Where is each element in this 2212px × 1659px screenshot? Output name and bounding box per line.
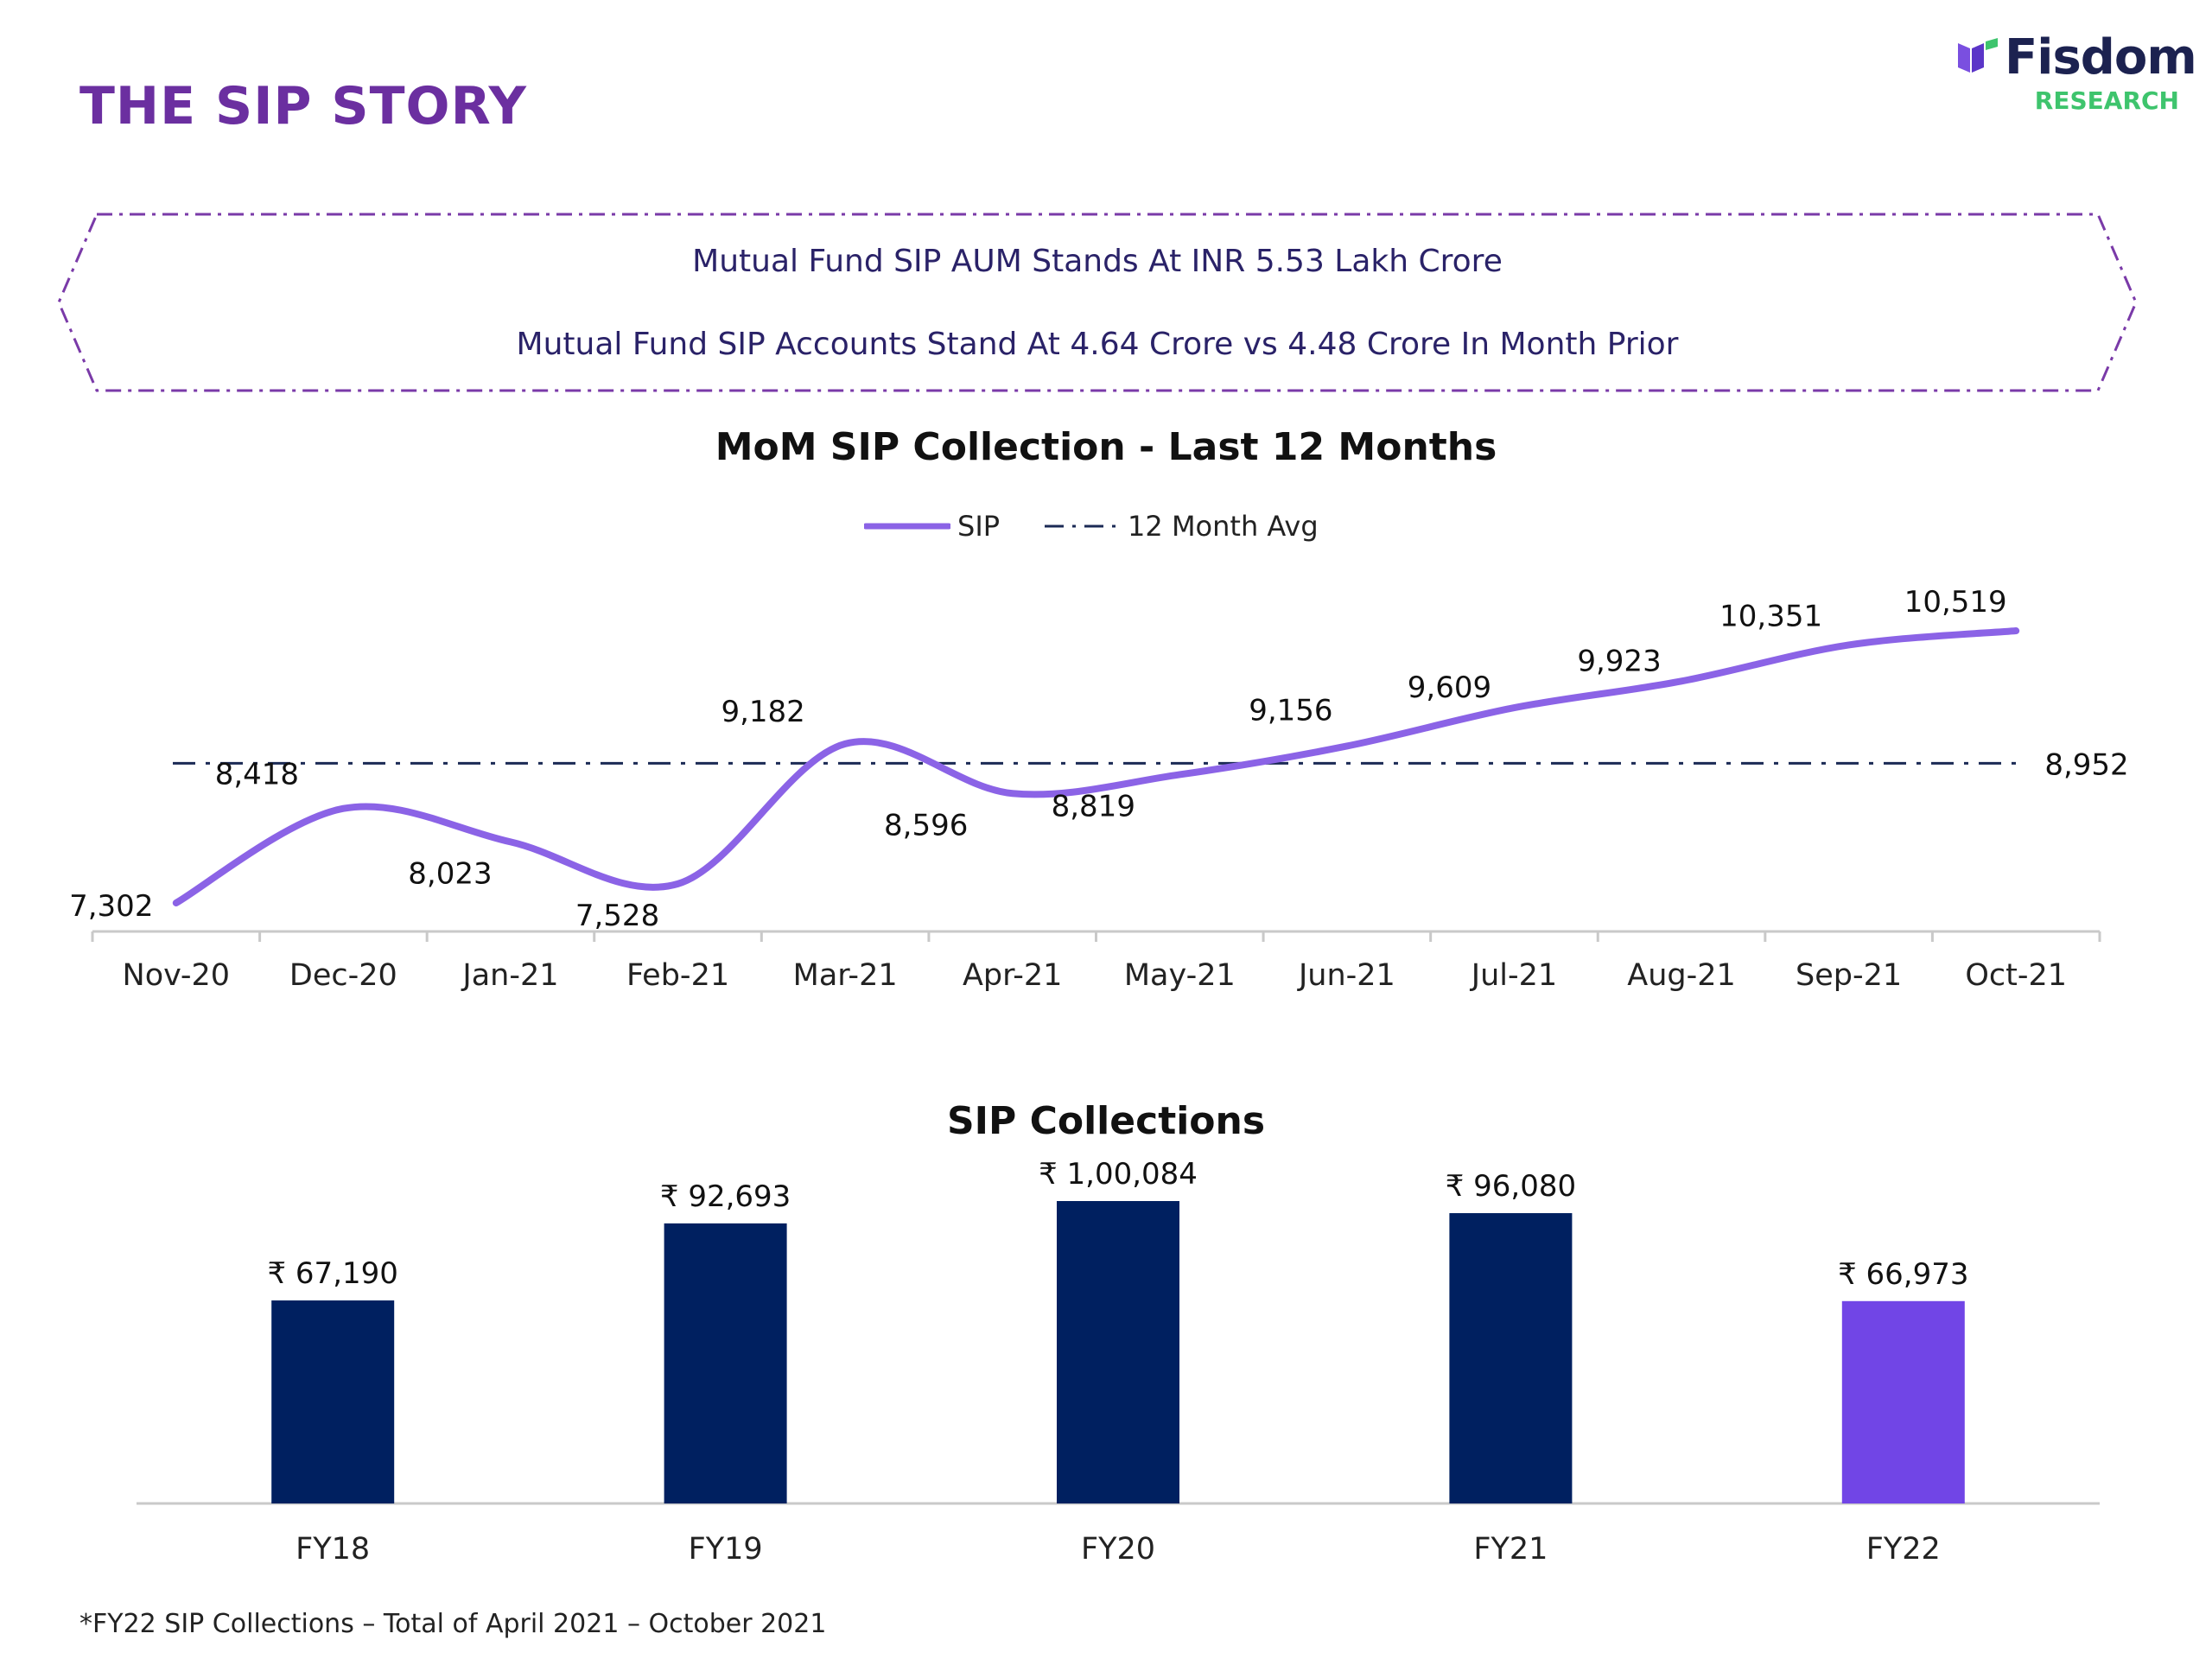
- line-chart-title: MoM SIP Collection - Last 12 Months: [715, 425, 1497, 469]
- x-tick-label: Jan-21: [461, 958, 558, 993]
- sip-data-label: 8,596: [884, 808, 968, 842]
- sip-point: [843, 741, 848, 746]
- bar-category-label: FY18: [296, 1532, 370, 1567]
- bar-fy22: [1841, 1300, 1965, 1503]
- bar-fy18: [271, 1300, 395, 1503]
- sip-data-label: 10,519: [1904, 585, 2007, 620]
- brand-subtitle: RESEARCH: [2034, 86, 2179, 115]
- sip-data-label: 8,819: [1052, 789, 1135, 823]
- brand-name: Fisdom: [2005, 29, 2197, 86]
- line-chart: Nov-20 Dec-20 Jan-21 Feb-21 Mar-21 Apr-21 May-…: [69, 585, 2129, 993]
- sip-point: [174, 901, 178, 905]
- bar-category-label: FY20: [1081, 1532, 1155, 1567]
- sip-point: [508, 840, 512, 844]
- legend-swatch-avg: [1045, 524, 1120, 528]
- bar-data-label: ₹ 66,973: [1838, 1257, 1968, 1292]
- x-tick-label: May-21: [1124, 958, 1236, 993]
- x-tick-label: Nov-20: [123, 958, 231, 993]
- bar-data-label: ₹ 96,080: [1446, 1169, 1576, 1204]
- bar-data-label: ₹ 92,693: [660, 1179, 791, 1214]
- x-tick-label: Jul-21: [1470, 958, 1557, 993]
- x-tick-label: Oct-21: [1965, 958, 2067, 993]
- sip-point: [1847, 643, 1851, 647]
- fisdom-logo: Fisdom RESEARCH: [1953, 26, 2197, 121]
- bar-category-label: FY21: [1473, 1532, 1548, 1567]
- legend-item-avg: 12 Month Avg: [1043, 510, 1319, 543]
- legend-swatch-sip: [864, 523, 950, 530]
- avg-label: 8,952: [2044, 747, 2128, 782]
- page-title: THE SIP STORY: [79, 76, 527, 137]
- line-chart-legend: SIP 12 Month Avg: [864, 505, 1362, 548]
- sip-data-label: 8,418: [215, 758, 299, 792]
- bar-category-label: FY22: [1866, 1532, 1941, 1567]
- sip-point: [1680, 679, 1684, 683]
- sip-point: [1512, 706, 1516, 710]
- sip-point: [1178, 772, 1182, 777]
- banner-accounts-text: Mutual Fund SIP Accounts Stand At 4.64 C…: [516, 327, 1679, 362]
- sip-point: [676, 881, 680, 886]
- legend-item-sip: SIP: [864, 510, 1000, 543]
- sip-data-label: 9,609: [1408, 671, 1491, 705]
- bar-category-label: FY19: [689, 1532, 763, 1567]
- bar-fy21: [1449, 1213, 1573, 1503]
- bar-chart: ₹ 67,190 FY18 ₹ 92,693 FY19 ₹ 1,00,084 FY20 ₹ …: [137, 1157, 2100, 1567]
- sip-point: [2014, 629, 2018, 632]
- bar-fy19: [664, 1223, 787, 1503]
- sip-data-label: 9,923: [1577, 644, 1661, 678]
- bar-data-label: ₹ 1,00,084: [1039, 1157, 1198, 1192]
- legend-label-sip: SIP: [957, 510, 1001, 543]
- bar-chart-title: SIP Collections: [946, 1099, 1266, 1143]
- legend-label-avg: 12 Month Avg: [1128, 510, 1319, 543]
- sip-point: [1344, 744, 1349, 748]
- sip-point: [341, 806, 346, 810]
- highlights-banner: Mutual Fund SIP AUM Stands At INR 5.53 L…: [52, 207, 2143, 397]
- banner-aum-text: Mutual Fund SIP AUM Stands At INR 5.53 L…: [692, 244, 1503, 279]
- bar-fy20: [1057, 1201, 1179, 1503]
- footnote: *FY22 SIP Collections – Total of April 2…: [79, 1609, 827, 1639]
- x-tick-label: Aug-21: [1627, 958, 1736, 993]
- fisdom-logo-icon: [1958, 38, 1998, 73]
- sip-line: [172, 627, 2020, 906]
- sip-data-label: 7,302: [69, 889, 153, 924]
- x-tick-label: Feb-21: [626, 958, 729, 993]
- bar-data-label: ₹ 67,190: [267, 1256, 397, 1291]
- x-tick-label: Dec-20: [289, 958, 397, 993]
- x-tick-label: Apr-21: [963, 958, 1062, 993]
- sip-data-label: 10,351: [1719, 599, 1822, 633]
- sip-data-label: 7,528: [575, 899, 659, 933]
- x-tick-label: Jun-21: [1297, 958, 1395, 993]
- x-tick-label: Sep-21: [1796, 958, 1902, 993]
- sip-data-label: 9,182: [721, 695, 804, 729]
- sip-point: [1010, 791, 1014, 796]
- x-tick-label: Mar-21: [793, 958, 898, 993]
- sip-data-label: 9,156: [1249, 693, 1332, 728]
- sip-data-label: 8,023: [408, 856, 492, 891]
